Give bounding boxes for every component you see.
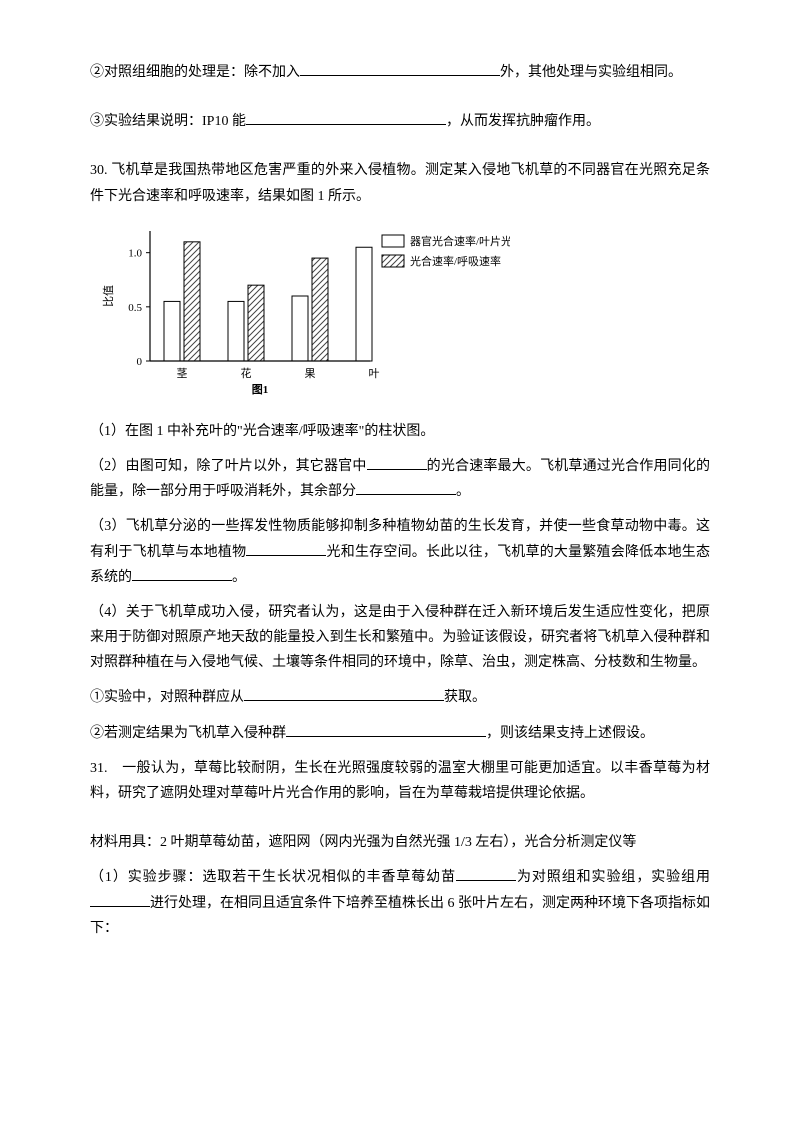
blank-q30-4-1 bbox=[244, 686, 444, 701]
blank-q30-3b bbox=[132, 566, 232, 581]
blank-q30-2a bbox=[367, 455, 427, 470]
q30-p2c: 。 bbox=[456, 484, 470, 499]
svg-text:1.0: 1.0 bbox=[128, 247, 142, 259]
svg-text:果: 果 bbox=[305, 367, 316, 380]
q30-p3c: 。 bbox=[232, 570, 246, 585]
svg-text:叶: 叶 bbox=[369, 367, 380, 380]
q30-chart: 0 0.5 1.0 比值茎 花 果 叶图1 器官光合速率/叶片光合速率光合速率/呼吸速率 bbox=[90, 219, 710, 409]
svg-text:花: 花 bbox=[241, 367, 252, 380]
blank-q31-1 bbox=[456, 866, 516, 881]
q30-p4-1b: 获取。 bbox=[444, 690, 486, 705]
q29-line3-tail: ，从而发挥抗肿瘤作用。 bbox=[446, 114, 600, 129]
blank-q29-2 bbox=[300, 61, 500, 76]
q30-p2a: （2）由图可知，除了叶片以外，其它器官中 bbox=[90, 459, 367, 474]
svg-text:0: 0 bbox=[137, 356, 143, 368]
q31-step-a: （1）实验步骤：选取若干生长状况相似的丰香草莓幼苗 bbox=[90, 870, 456, 885]
blank-q29-3 bbox=[246, 110, 446, 125]
q29-line3-head: ③实验结果说明：IP10 能 bbox=[90, 114, 246, 129]
q30-heading: 30. 飞机草是我国热带地区危害严重的外来入侵植物。测定某入侵地飞机草的不同器官… bbox=[90, 158, 710, 208]
q31-materials: 材料用具：2 叶期草莓幼苗，遮阳网（网内光强为自然光强 1/3 左右），光合分析… bbox=[90, 830, 710, 855]
svg-text:0.5: 0.5 bbox=[128, 302, 142, 314]
svg-text:图1: 图1 bbox=[252, 383, 269, 396]
svg-text:茎: 茎 bbox=[177, 367, 188, 380]
blank-q30-4-2 bbox=[286, 722, 486, 737]
q30-p4: （4）关于飞机草成功入侵，研究者认为，这是由于入侵种群在迁入新环境后发生适应性变… bbox=[90, 600, 710, 676]
q31-heading: 31. 一般认为，草莓比较耐阴，生长在光照强度较弱的温室大棚里可能更加适宜。以丰… bbox=[90, 756, 710, 806]
q31-step-b: 为对照组和实验组，实验组用 bbox=[516, 870, 710, 885]
svg-text:器官光合速率/叶片光合速率: 器官光合速率/叶片光合速率 bbox=[410, 234, 510, 248]
svg-text:光合速率/呼吸速率: 光合速率/呼吸速率 bbox=[410, 254, 501, 268]
q30-p4-2b: ，则该结果支持上述假设。 bbox=[486, 726, 654, 741]
svg-text:比值: 比值 bbox=[102, 285, 115, 307]
q31-step-c: 进行处理，在相同且适宜条件下培养至植株长出 6 张叶片左右，测定两种环境下各项指… bbox=[90, 896, 710, 936]
q30-p4-2a: ②若测定结果为飞机草入侵种群 bbox=[90, 726, 286, 741]
q29-line2-tail: 外，其他处理与实验组相同。 bbox=[500, 65, 682, 80]
blank-q31-2 bbox=[90, 892, 150, 907]
blank-q30-2b bbox=[356, 480, 456, 495]
q30-p4-1a: ①实验中，对照种群应从 bbox=[90, 690, 244, 705]
q29-line2-head: ②对照组细胞的处理是：除不加入 bbox=[90, 65, 300, 80]
blank-q30-3a bbox=[246, 541, 326, 556]
q30-p1: （1）在图 1 中补充叶的"光合速率/呼吸速率"的柱状图。 bbox=[90, 419, 710, 444]
